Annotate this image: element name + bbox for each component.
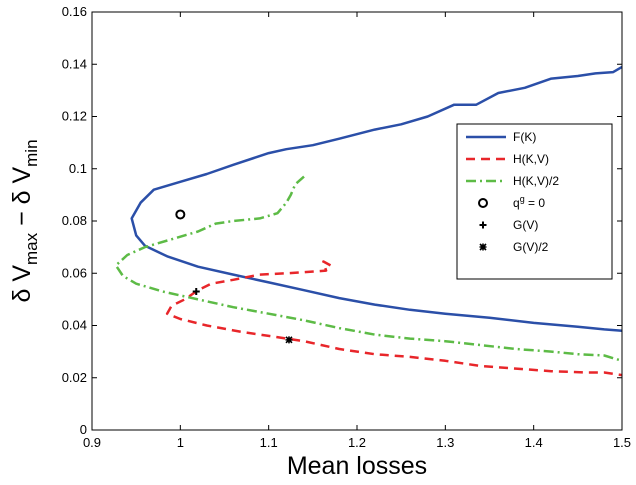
series-line-h-k-v-2 [114, 175, 623, 362]
legend-items: F(K) H(K,V) H(K,V)/2 qg = 0 G(V) G(V)/2 [466, 130, 559, 254]
legend-label-h-k-v: H(K,V) [513, 152, 549, 166]
legend-box [456, 123, 613, 280]
legend-label-g-v: G(V) [513, 218, 538, 232]
y-axis-title-sub2: min [22, 139, 41, 166]
legend-label-q-g-0: qg = 0 [513, 194, 545, 210]
y-axis-title-base: δ V [8, 265, 36, 303]
series-line-f-k [130, 65, 623, 332]
y-tick-label: 0.16 [62, 4, 87, 19]
x-tick-label: 1 [177, 435, 184, 450]
x-tick-label: 1.4 [525, 435, 543, 450]
legend-marker-g-v [479, 221, 487, 229]
y-axis-title: δ Vmax − δ Vmin [8, 139, 41, 302]
legend-label-g-v-2: G(V)/2 [513, 240, 549, 254]
y-tick-label: 0.06 [62, 265, 87, 280]
legend-label-f-k: F(K) [513, 130, 536, 144]
y-tick-label: 0.14 [62, 56, 87, 71]
legend-label-h-k-v-2: H(K,V)/2 [513, 174, 559, 188]
tick-layer: 0.9 1 1.1 1.2 1.3 1.4 1.5 0 0.02 0.04 0.06 0.08 0.1 0… [62, 4, 631, 450]
x-tick-label: 0.9 [83, 435, 101, 450]
y-tick-label: 0.04 [62, 318, 87, 333]
y-tick-label: 0.1 [69, 161, 87, 176]
marker-point-q-g-0 [175, 209, 186, 220]
legend: F(K) H(K,V) H(K,V)/2 qg = 0 G(V) G(V)/2 [456, 123, 613, 280]
series-line-h-k-v [165, 260, 623, 377]
y-axis-title-sep: − δ V [8, 167, 36, 233]
y-tick-label: 0.08 [62, 213, 87, 228]
y-axis-title-sub1: max [22, 232, 41, 265]
x-tick-label: 1.5 [613, 435, 631, 450]
x-tick-label: 1.3 [436, 435, 454, 450]
marker-point-g-v [192, 288, 200, 296]
y-tick-label: 0.12 [62, 109, 87, 124]
legend-marker-g-v-2 [479, 243, 487, 251]
marker-point-g-v-2 [285, 336, 293, 344]
x-tick-label: 1.1 [260, 435, 278, 450]
marker-layer [175, 209, 293, 344]
series-layer [114, 65, 623, 377]
x-tick-label: 1.2 [348, 435, 366, 450]
svg-text:δ Vmax − δ Vmin: δ Vmax − δ Vmin [8, 139, 41, 302]
x-axis-title: Mean losses [287, 452, 427, 480]
y-tick-label: 0.02 [62, 370, 87, 385]
y-tick-label: 0 [80, 422, 87, 437]
legend-marker-q-g-0 [478, 198, 488, 208]
